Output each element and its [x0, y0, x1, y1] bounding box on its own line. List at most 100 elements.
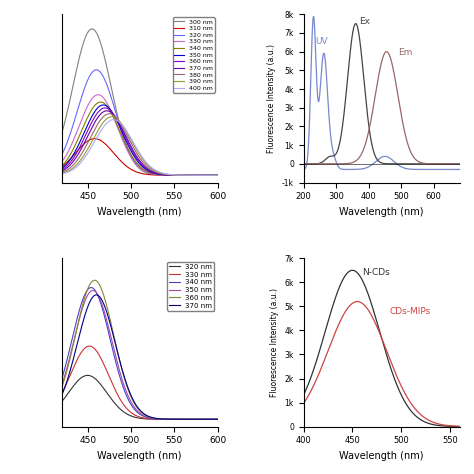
360 nm [130, 397, 136, 403]
Line: 340 nm: 340 nm [62, 288, 218, 419]
300 nm [89, 26, 95, 32]
400 nm [215, 173, 220, 178]
310 nm [86, 137, 92, 143]
370 nm [151, 169, 157, 175]
380 nm [99, 116, 105, 121]
310 nm [164, 173, 169, 178]
340 nm [59, 376, 64, 382]
Line: 400 nm: 400 nm [62, 119, 218, 175]
Text: Em: Em [398, 48, 412, 57]
360 nm [215, 417, 220, 422]
360 nm [102, 105, 108, 111]
330 nm [59, 391, 64, 397]
320 nm [215, 173, 220, 178]
300 nm [177, 173, 182, 178]
310 nm [177, 173, 182, 178]
340 nm [177, 173, 182, 178]
Text: CDs-MIPs: CDs-MIPs [390, 307, 431, 316]
330 nm [87, 343, 92, 349]
330 nm [86, 100, 92, 106]
X-axis label: Wavelength (nm): Wavelength (nm) [98, 207, 182, 217]
320 nm [215, 417, 220, 422]
310 nm [59, 164, 64, 170]
370 nm [151, 415, 157, 421]
330 nm [59, 159, 64, 165]
Line: 380 nm: 380 nm [62, 114, 218, 175]
330 nm [86, 343, 92, 349]
370 nm [177, 173, 182, 178]
Line: 370 nm: 370 nm [62, 295, 218, 419]
Line: 390 nm: 390 nm [62, 117, 218, 175]
340 nm [59, 164, 64, 169]
340 nm [86, 111, 92, 117]
390 nm [164, 171, 169, 177]
320 nm [164, 172, 169, 178]
Line: 310 nm: 310 nm [62, 138, 218, 175]
320 nm [86, 74, 92, 80]
350 nm [130, 151, 136, 156]
340 nm [164, 172, 169, 178]
350 nm [86, 118, 92, 124]
390 nm [109, 114, 115, 119]
340 nm [88, 285, 94, 291]
390 nm [177, 172, 182, 178]
370 nm [130, 146, 136, 152]
340 nm [151, 171, 157, 177]
350 nm [59, 383, 64, 388]
340 nm [130, 404, 136, 410]
320 nm [85, 373, 91, 378]
Y-axis label: Fluorescence Intensity (a.u.): Fluorescence Intensity (a.u.) [267, 44, 276, 153]
380 nm [164, 172, 169, 177]
330 nm [215, 173, 220, 178]
400 nm [151, 166, 157, 172]
Line: 330 nm: 330 nm [62, 346, 218, 419]
Text: Ex: Ex [359, 17, 370, 26]
310 nm [91, 136, 97, 141]
350 nm [86, 290, 92, 296]
330 nm [151, 416, 157, 422]
320 nm [151, 416, 157, 422]
350 nm [151, 416, 157, 421]
300 nm [215, 173, 220, 178]
400 nm [130, 138, 136, 144]
320 nm [164, 417, 169, 422]
320 nm [59, 152, 64, 158]
360 nm [164, 172, 169, 178]
370 nm [215, 173, 220, 178]
330 nm [164, 172, 169, 178]
Text: N-CDs: N-CDs [362, 268, 390, 277]
360 nm [177, 173, 182, 178]
320 nm [151, 171, 157, 177]
330 nm [99, 93, 105, 99]
360 nm [130, 148, 136, 154]
370 nm [93, 292, 99, 298]
300 nm [59, 131, 64, 137]
360 nm [59, 167, 64, 173]
350 nm [99, 301, 105, 307]
320 nm [130, 414, 136, 419]
370 nm [86, 130, 92, 136]
Line: 360 nm: 360 nm [62, 108, 218, 175]
330 nm [130, 411, 136, 417]
Line: 350 nm: 350 nm [62, 291, 218, 419]
370 nm [215, 417, 220, 422]
Line: 320 nm: 320 nm [62, 70, 218, 175]
300 nm [99, 45, 105, 51]
370 nm [99, 110, 105, 116]
320 nm [87, 373, 92, 378]
330 nm [130, 156, 136, 162]
Line: 360 nm: 360 nm [62, 280, 218, 419]
330 nm [215, 417, 220, 422]
320 nm [99, 383, 105, 389]
380 nm [107, 111, 112, 117]
340 nm [130, 154, 136, 160]
360 nm [99, 106, 105, 112]
370 nm [59, 168, 64, 174]
Line: 330 nm: 330 nm [62, 95, 218, 175]
320 nm [93, 67, 99, 73]
350 nm [177, 173, 182, 178]
320 nm [177, 173, 182, 178]
360 nm [86, 125, 92, 130]
350 nm [130, 401, 136, 407]
340 nm [215, 417, 220, 422]
